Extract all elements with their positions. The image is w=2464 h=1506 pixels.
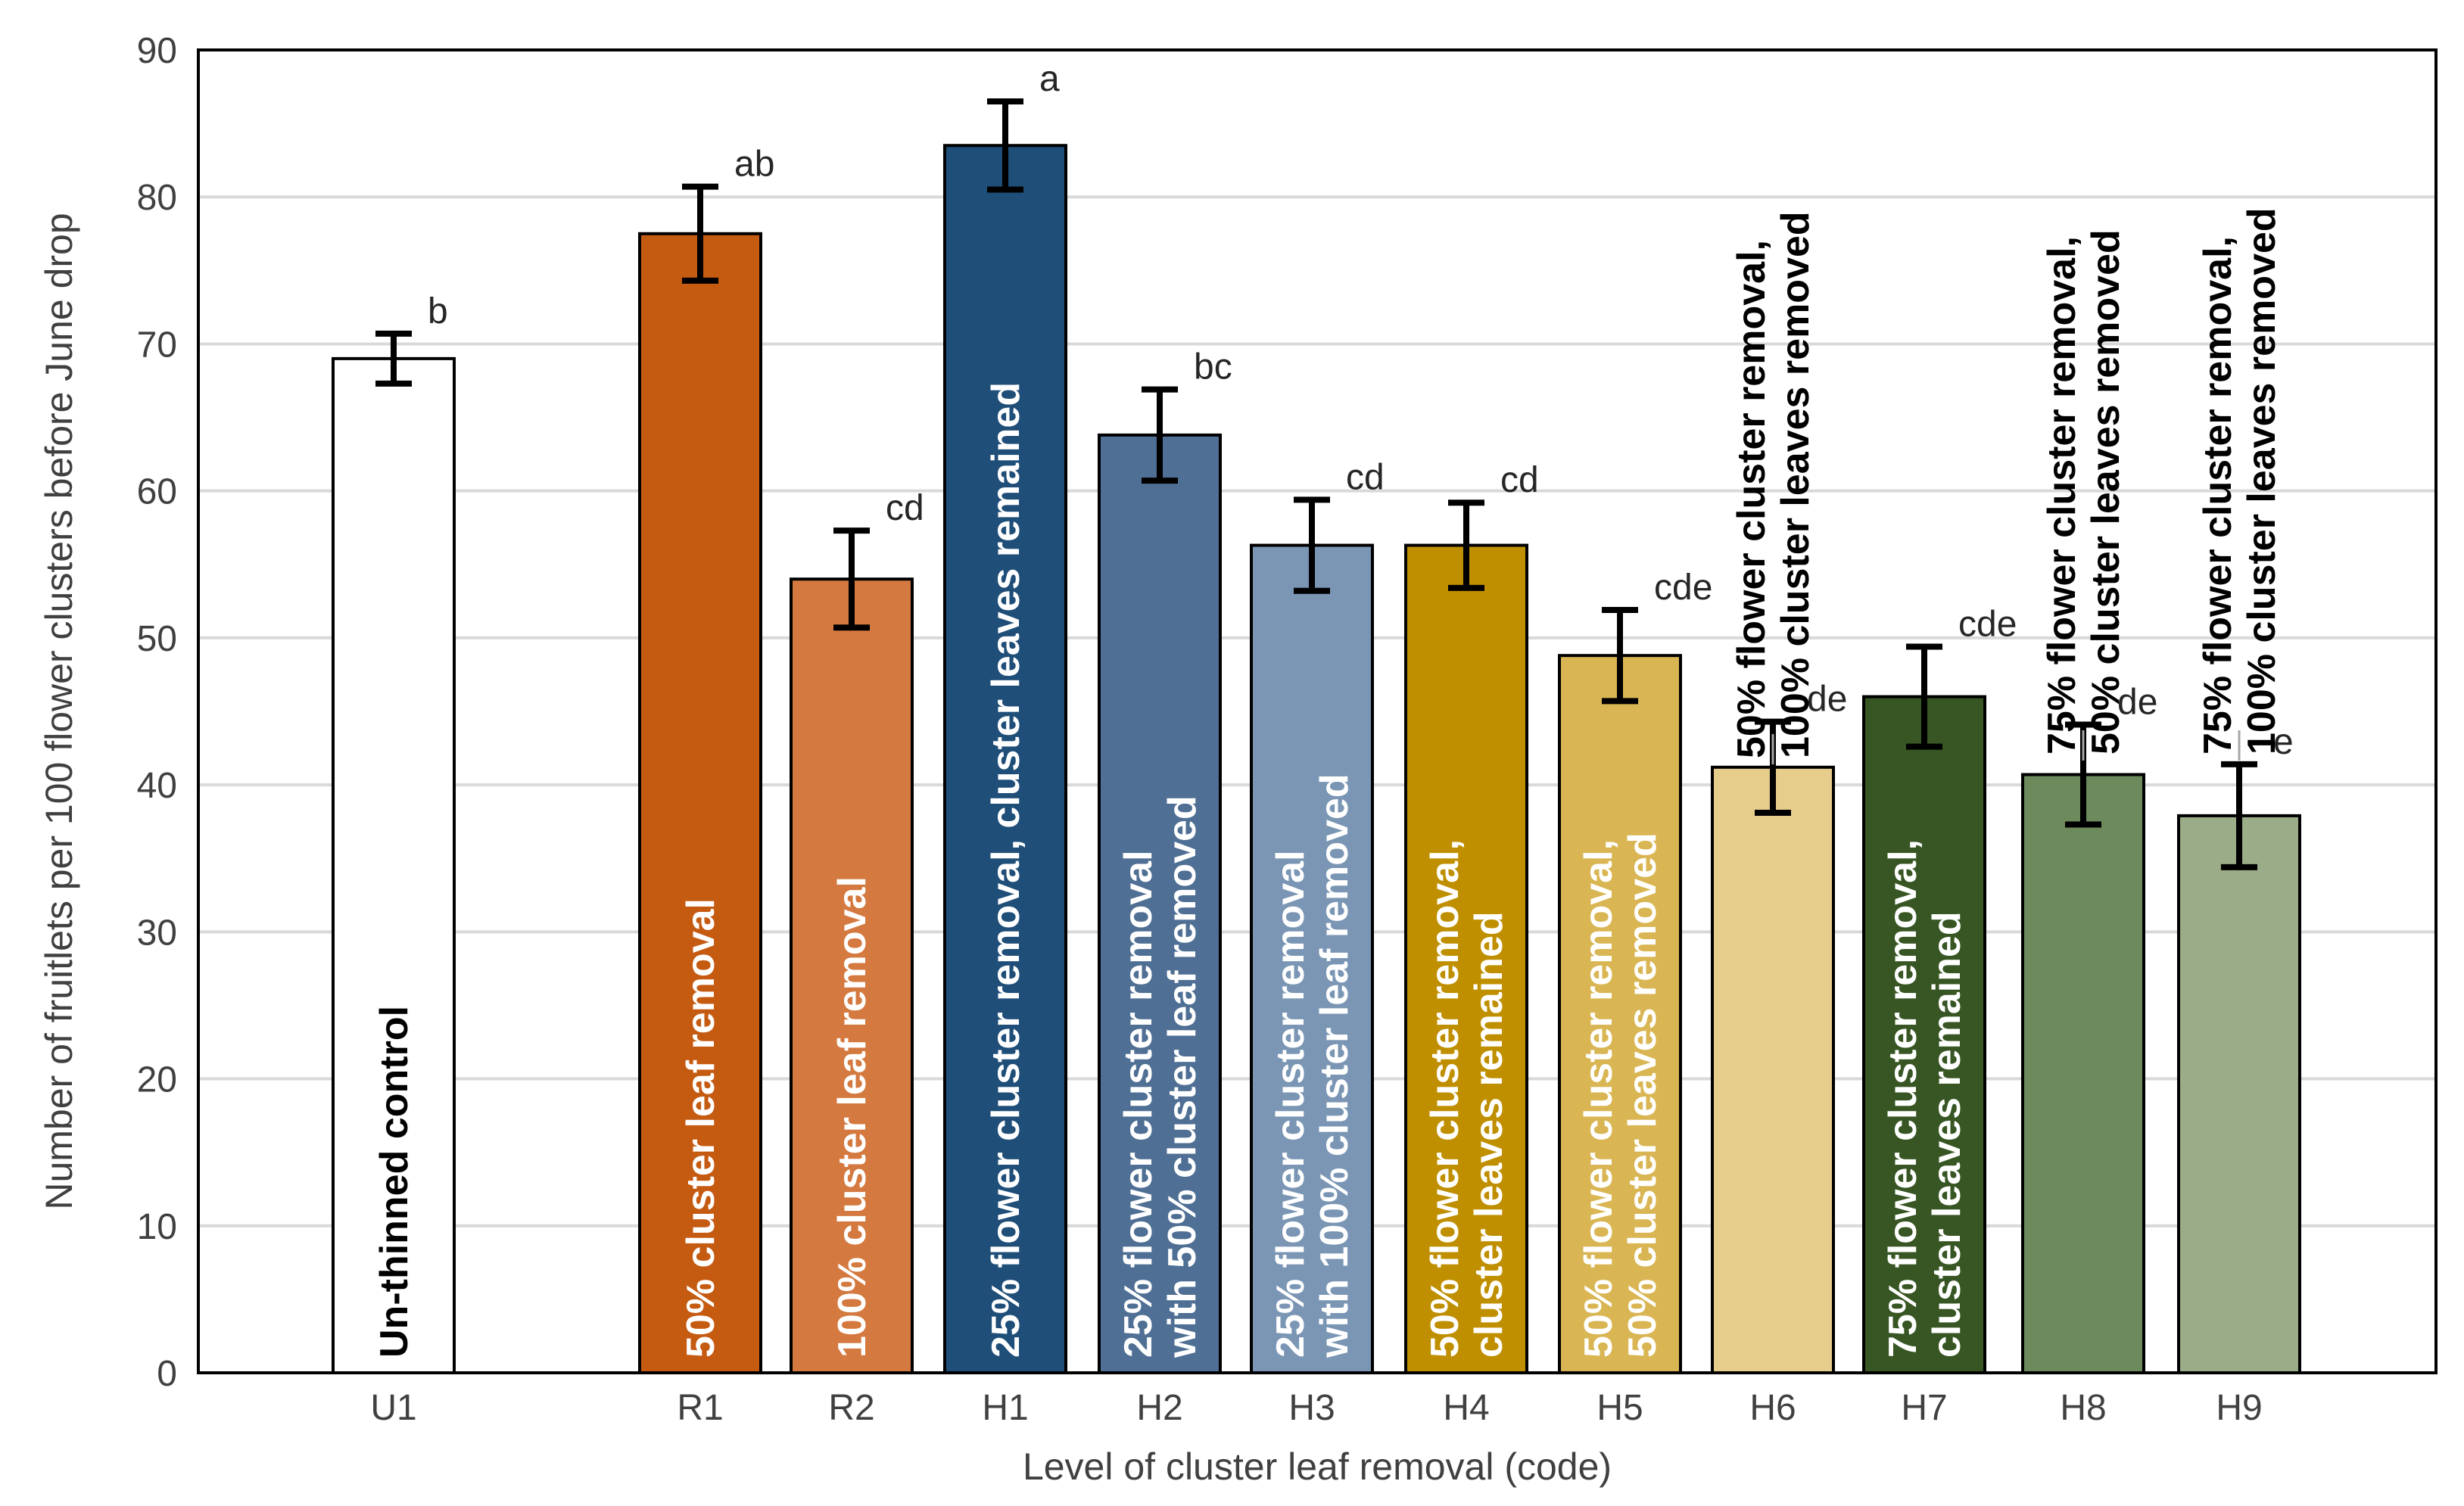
significance-letters: b ab cd a bc cd cd cde de cde de e — [428, 59, 2294, 762]
bar-label-line: with 50% cluster leaf removed — [1160, 795, 1204, 1358]
bar-label-line: 50% cluster leaf removal — [679, 898, 723, 1358]
significance-letter: cd — [1500, 460, 1539, 500]
bar-label-line: 50% cluster leaves removed — [1621, 832, 1665, 1358]
x-tick-label: H3 — [1288, 1388, 1335, 1428]
bar-label: Un-thinned control — [372, 1006, 416, 1358]
bar-label: 75% flower cluster removal, cluster leave… — [1881, 839, 1969, 1358]
significance-letter: cd — [886, 488, 924, 528]
bar-label-line: 100% cluster leaves removed — [2240, 207, 2284, 755]
x-tick-label: H5 — [1596, 1388, 1643, 1428]
y-tick-label: 60 — [137, 472, 177, 512]
significance-letter: ab — [734, 145, 774, 185]
bar-h8 — [2021, 773, 2145, 1374]
bar-label-line: cluster leaves remained — [1925, 911, 1969, 1358]
plot-frame — [197, 48, 2438, 1374]
y-tick-label: 50 — [137, 619, 177, 659]
bar-label-line: with 100% cluster leaf removed — [1313, 773, 1357, 1358]
bar-u1 — [332, 356, 456, 1374]
x-tick-label: R1 — [677, 1388, 723, 1428]
bar-label-line: Un-thinned control — [372, 1006, 416, 1358]
bar-h2 — [1098, 433, 1222, 1375]
bar-label-line: 100% cluster leaves removed — [1774, 211, 1818, 758]
bar-label-line: 25% flower cluster removal — [1117, 850, 1160, 1358]
bars — [332, 144, 2301, 1375]
significance-letter: bc — [1194, 347, 1232, 387]
y-tick-label: 70 — [137, 325, 177, 365]
y-tick-label: 40 — [137, 766, 177, 806]
x-tick-label: H7 — [1901, 1388, 1947, 1428]
y-axis-ticks: 0 10 20 30 40 50 60 70 80 90 — [137, 31, 177, 1394]
significance-letter: de — [2117, 682, 2157, 722]
significance-letter: cd — [1346, 457, 1385, 497]
bar-label-line: 50% flower cluster removal, — [1423, 839, 1467, 1358]
significance-letter: cde — [1958, 605, 2017, 645]
x-tick-label: H6 — [1749, 1388, 1796, 1428]
bar-label-line: 75% flower cluster removal, — [1881, 839, 1925, 1358]
bar-label: 75% flower cluster removal, 100% cluster … — [2196, 207, 2284, 761]
bar-label-line: cluster leaves remained — [1467, 911, 1511, 1358]
y-axis-title: Number of fruitlets per 100 flower clust… — [38, 213, 80, 1209]
bar-label-line: 100% cluster leaf removal — [830, 876, 874, 1358]
significance-letter: e — [2273, 722, 2294, 762]
bar-label: 25% flower cluster removal with 100% clus… — [1269, 773, 1357, 1358]
bar-h9 — [2177, 814, 2301, 1375]
bar-label: 50% cluster leaf removal — [679, 898, 723, 1358]
y-tick-label: 30 — [137, 913, 177, 953]
y-tick-label: 20 — [137, 1060, 177, 1100]
bar-label-line: 25% flower cluster removal, cluster leav… — [984, 382, 1028, 1358]
bar-label-line: 25% flower cluster removal — [1269, 850, 1313, 1358]
bar-label-line: 50% flower cluster removal, — [1577, 839, 1621, 1358]
bar-label: 75% flower cluster removal, 50% cluster l… — [2040, 229, 2128, 761]
bar-h6 — [1711, 765, 1835, 1374]
y-tick-label: 0 — [157, 1354, 177, 1394]
x-tick-label: U1 — [370, 1388, 416, 1428]
x-tick-label: H9 — [2216, 1388, 2262, 1428]
x-tick-label: H8 — [2060, 1388, 2106, 1428]
x-tick-label: H2 — [1136, 1388, 1182, 1428]
bar-r1 — [638, 232, 762, 1374]
significance-letter: a — [1039, 59, 1060, 99]
bar-label: 50% flower cluster removal, cluster leave… — [1423, 839, 1511, 1358]
bar-label: 25% flower cluster removal with 50% clust… — [1117, 795, 1204, 1358]
y-tick-label: 10 — [137, 1207, 177, 1247]
bar-label: 50% flower cluster removal, 100% cluster … — [1730, 211, 1818, 764]
bar-label-line: 50% cluster leaves removed — [2084, 229, 2128, 755]
x-tick-label: R2 — [828, 1388, 874, 1428]
x-tick-label: H4 — [1443, 1388, 1489, 1428]
bar-label: 50% flower cluster removal, 50% cluster l… — [1577, 832, 1665, 1358]
x-tick-label: H1 — [982, 1388, 1028, 1428]
significance-letter: de — [1807, 680, 1847, 720]
x-axis-title: Level of cluster leaf removal (code) — [1023, 1445, 1612, 1488]
bar-r2 — [790, 577, 914, 1375]
y-tick-label: 90 — [137, 31, 177, 71]
bar-h7 — [1862, 695, 1986, 1374]
y-tick-label: 80 — [137, 178, 177, 218]
bar-label: 100% cluster leaf removal — [830, 876, 874, 1358]
x-axis-ticks: U1 R1 R2 H1 H2 H3 H4 H5 H6 H7 H8 H9 — [370, 1388, 2262, 1428]
significance-letter: b — [428, 291, 448, 331]
bar-label-line: 75% flower cluster removal, — [2040, 236, 2084, 755]
bar-labels: Un-thinned control 50% cluster leaf remov… — [372, 207, 2284, 1358]
bar-label-line: 75% flower cluster removal, — [2196, 236, 2240, 755]
significance-letter: cde — [1654, 568, 1712, 608]
bar-label: 25% flower cluster removal, cluster leav… — [984, 382, 1028, 1358]
bar-h1 — [943, 144, 1067, 1375]
bar-h5 — [1558, 654, 1682, 1374]
bar-label-line: 50% flower cluster removal, — [1730, 240, 1774, 758]
